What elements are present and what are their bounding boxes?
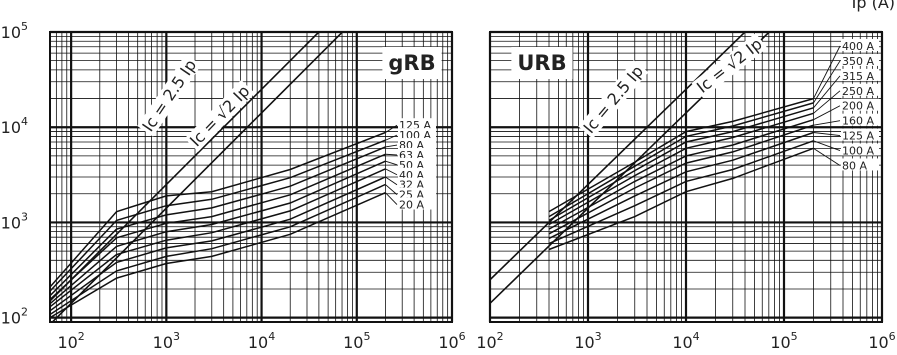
reference-line <box>51 32 344 322</box>
series-line <box>50 168 386 308</box>
series-line <box>548 147 814 251</box>
curve-label-leader <box>813 120 841 126</box>
series-line <box>50 131 386 288</box>
series-line <box>50 146 386 297</box>
curve-label-leader <box>813 75 841 109</box>
series-label: 20 A <box>399 199 424 212</box>
series-line <box>50 139 386 292</box>
curve-label-leader <box>385 124 398 133</box>
curve-label-leader <box>385 134 398 141</box>
reference-line-group <box>490 32 771 304</box>
series-line <box>548 102 814 218</box>
curve-label-leader <box>385 168 398 176</box>
grid-lines <box>49 30 454 323</box>
series-label: 200 A <box>842 100 874 113</box>
series-line <box>50 153 386 301</box>
series-line <box>548 112 814 226</box>
chart-panel-urb: 400 A 350 A 315 A 250 A 200 A 160 A 125 A 100 A… <box>476 0 895 352</box>
series-label: 350 A <box>842 55 874 68</box>
series-label: 400 A <box>842 40 874 53</box>
badge-label: gRB <box>388 51 435 75</box>
series-line <box>548 140 814 245</box>
series-label: 250 A <box>842 85 874 98</box>
series-line <box>50 160 386 305</box>
x-tick-label: 103 <box>153 330 180 352</box>
reference-line <box>50 32 321 302</box>
series-line <box>50 192 386 319</box>
badge-label: URB <box>517 51 566 75</box>
series-label: 315 A <box>842 70 874 83</box>
curve-label-leader <box>813 140 841 151</box>
y-tick-label: 103 <box>1 210 28 232</box>
curve-label-leader <box>813 147 841 166</box>
series-label: 80 A <box>842 159 867 172</box>
curve-label-leader <box>385 144 398 148</box>
series-badge: URB <box>511 47 573 79</box>
curve-label-leader <box>813 90 841 114</box>
x-tick-label: 106 <box>868 330 895 352</box>
series-line <box>50 183 386 316</box>
curve-label-leader <box>813 60 841 104</box>
series-line <box>548 107 814 222</box>
reference-line-label: Ic = 2.5 Ip <box>138 56 200 135</box>
x-tick-label: 105 <box>770 330 797 352</box>
reference-line <box>490 32 771 304</box>
x-tick-label: 102 <box>57 330 84 352</box>
curve-label-group: 400 A 350 A 315 A 250 A 200 A 160 A 125 A 100 A… <box>813 39 879 172</box>
curve-label-leader <box>813 105 841 121</box>
x-tick-label: 104 <box>248 330 275 352</box>
curve-label-leader <box>385 160 398 166</box>
curve-group <box>548 97 814 251</box>
y-axis-unit-label: Ip (A) <box>852 0 895 12</box>
plot-frame <box>49 31 453 323</box>
curve-label-leader <box>385 192 398 205</box>
series-line <box>548 97 814 213</box>
x-tick-label: 104 <box>672 330 699 352</box>
reference-line <box>490 32 747 281</box>
x-tick-label: 105 <box>343 330 370 352</box>
y-tick-label: 102 <box>1 306 28 328</box>
x-tick-label: 106 <box>438 330 465 352</box>
curve-group <box>50 131 386 319</box>
curve-label-leader <box>813 132 841 137</box>
y-tick-label: 105 <box>1 20 28 42</box>
x-tick-label: 103 <box>574 330 601 352</box>
series-line <box>548 131 814 240</box>
x-tick-label: 102 <box>476 330 503 352</box>
y-tick-label: 104 <box>1 115 28 137</box>
series-label: 125 A <box>842 130 874 143</box>
reference-line-group <box>50 32 344 322</box>
reference-line-label: Ic = √2 Ip <box>186 81 253 150</box>
curve-label-leader <box>385 176 398 186</box>
curve-label-leader <box>385 184 398 195</box>
series-line <box>50 176 386 312</box>
series-line <box>548 118 814 230</box>
series-label: 100 A <box>842 145 874 158</box>
plot-frame <box>489 31 883 323</box>
series-badge: gRB <box>382 47 442 79</box>
series-line <box>548 124 814 235</box>
curve-label-leader <box>813 45 841 99</box>
axis-tick-labels: 102 103 104 105 106 <box>476 330 895 352</box>
series-label: 160 A <box>842 115 874 128</box>
curve-label-leader <box>385 153 398 156</box>
axis-tick-labels: 102 103 104 105 106 102 103 104 105 <box>1 20 466 352</box>
reference-line-label: Ic = 2.5 Ip <box>579 62 647 137</box>
